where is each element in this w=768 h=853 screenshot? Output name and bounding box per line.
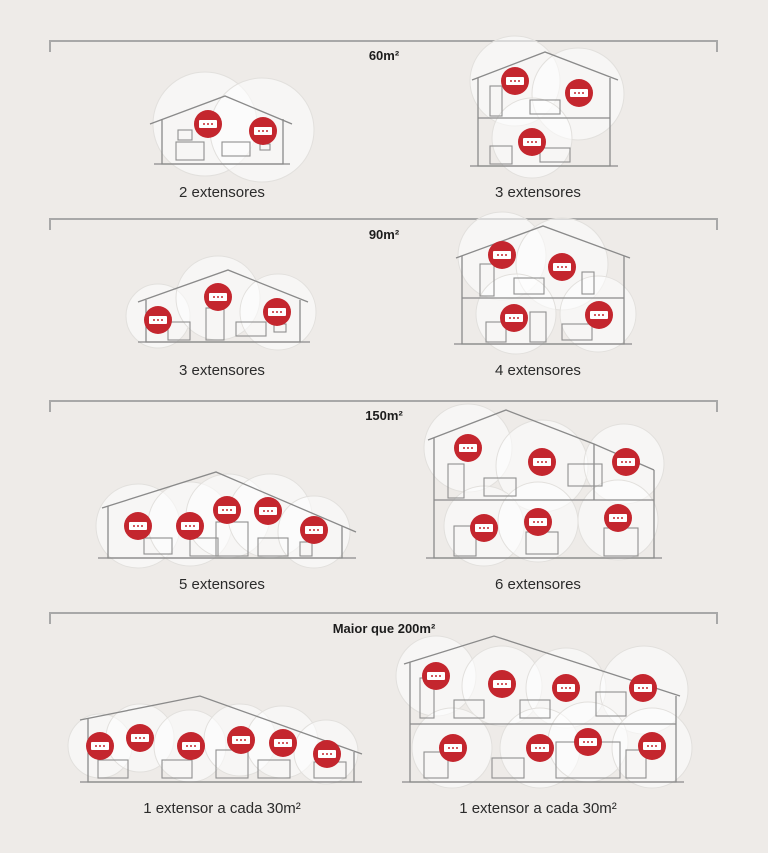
wifi-extender-icon: [488, 241, 516, 269]
section-title-60: 60m²: [368, 48, 400, 63]
wifi-extender-icon: [263, 298, 291, 326]
house-150-single-floor: [95, 471, 357, 569]
wifi-extender-icon: [254, 497, 282, 525]
wifi-extender-icon: [501, 67, 529, 95]
section-title-200: Maior que 200m²: [332, 621, 436, 636]
section-bracket-200: [49, 612, 718, 624]
house-60-two-floor: [469, 35, 625, 179]
wifi-extender-icon: [204, 283, 232, 311]
wifi-extender-icon: [638, 732, 666, 760]
wifi-extender-icon: [126, 724, 154, 752]
caption-200-left: 1 extensor a cada 30m²: [143, 800, 301, 817]
caption-90-left: 3 extensores: [179, 362, 265, 379]
wifi-extender-icon: [470, 514, 498, 542]
section-bracket-150: [49, 400, 718, 412]
wifi-extender-icon: [585, 301, 613, 329]
wifi-extender-icon: [526, 734, 554, 762]
section-title-150: 150m²: [365, 408, 403, 423]
wifi-extender-icon: [124, 512, 152, 540]
section-title-90: 90m²: [368, 227, 400, 242]
wifi-extender-icon: [488, 670, 516, 698]
wifi-extender-icon: [194, 110, 222, 138]
caption-60-right: 3 extensores: [495, 184, 581, 201]
wifi-extender-icon: [612, 448, 640, 476]
wifi-extender-icon: [249, 117, 277, 145]
wifi-extender-icon: [86, 732, 114, 760]
wifi-extender-icon: [439, 734, 467, 762]
wifi-extender-icon: [227, 726, 255, 754]
wifi-extender-icon: [500, 304, 528, 332]
wifi-extender-icon: [454, 434, 482, 462]
section-bracket-90: [49, 218, 718, 230]
house-90-single-floor: [125, 255, 317, 351]
wifi-extender-icon: [313, 740, 341, 768]
caption-60-left: 2 extensores: [179, 184, 265, 201]
wifi-extender-icon: [552, 674, 580, 702]
wifi-extender-icon: [269, 729, 297, 757]
wifi-extender-icon: [548, 253, 576, 281]
wifi-extender-icon: [565, 79, 593, 107]
wifi-extender-icon: [177, 732, 205, 760]
caption-200-right: 1 extensor a cada 30m²: [459, 800, 617, 817]
wifi-extender-icon: [629, 674, 657, 702]
wifi-extender-icon: [574, 728, 602, 756]
wifi-extender-icon: [144, 306, 172, 334]
caption-150-left: 5 extensores: [179, 576, 265, 593]
wifi-extender-icon: [528, 448, 556, 476]
house-60-single-floor: [149, 71, 315, 183]
caption-90-right: 4 extensores: [495, 362, 581, 379]
wifi-extender-icon: [524, 508, 552, 536]
house-200-single-floor: [67, 695, 363, 785]
section-bracket-60: [49, 40, 718, 52]
wifi-extender-icon: [604, 504, 632, 532]
house-90-two-floor: [454, 211, 637, 355]
wifi-extender-icon: [300, 516, 328, 544]
wifi-extender-icon: [518, 128, 546, 156]
wifi-extender-icon: [213, 496, 241, 524]
house-200-two-floor: [395, 635, 693, 789]
caption-150-right: 6 extensores: [495, 576, 581, 593]
wifi-extender-icon: [422, 662, 450, 690]
house-150-two-floor: [423, 403, 665, 567]
wifi-extender-icon: [176, 512, 204, 540]
